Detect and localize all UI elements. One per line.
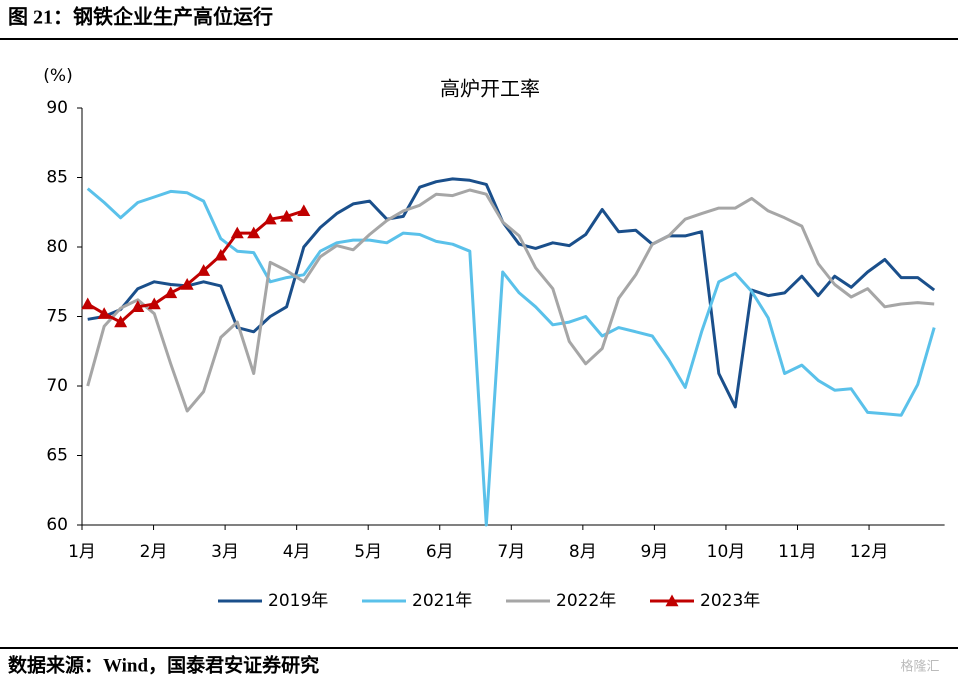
legend-label: 2021年 bbox=[412, 591, 472, 611]
x-tick-label: 8月 bbox=[569, 542, 597, 562]
x-tick-label: 1月 bbox=[68, 542, 96, 562]
point-marker bbox=[297, 204, 311, 217]
series-line bbox=[87, 177, 936, 409]
point-marker bbox=[114, 315, 128, 328]
y-tick-label: 85 bbox=[46, 168, 68, 188]
x-tick-label: 11月 bbox=[778, 542, 817, 562]
y-tick-label: 65 bbox=[46, 446, 68, 466]
legend-label: 2023年 bbox=[700, 591, 760, 611]
y-axis-label: (%) bbox=[43, 66, 72, 86]
point-marker bbox=[230, 226, 244, 239]
point-marker bbox=[97, 307, 111, 319]
point-marker bbox=[263, 212, 277, 225]
x-tick-label: 7月 bbox=[497, 542, 525, 562]
chart-title: 高炉开工率 bbox=[440, 77, 540, 101]
point-marker bbox=[81, 297, 95, 310]
y-tick-label: 60 bbox=[46, 515, 68, 535]
point-marker bbox=[197, 264, 211, 276]
y-tick-label: 75 bbox=[46, 307, 68, 327]
x-tick-label: 12月 bbox=[850, 542, 889, 562]
legend-marker bbox=[665, 594, 679, 607]
y-tick-label: 80 bbox=[46, 237, 68, 257]
y-tick-label: 90 bbox=[46, 98, 68, 118]
point-marker bbox=[131, 300, 145, 312]
series-line bbox=[86, 209, 305, 324]
x-tick-label: 2月 bbox=[140, 542, 168, 562]
watermark: 格隆汇 bbox=[900, 659, 939, 675]
x-tick-label: 4月 bbox=[283, 542, 311, 562]
x-tick-label: 9月 bbox=[640, 542, 668, 562]
x-tick-label: 6月 bbox=[426, 542, 454, 562]
point-marker bbox=[147, 297, 161, 310]
point-marker bbox=[280, 209, 294, 222]
point-marker bbox=[214, 248, 228, 261]
x-tick-label: 10月 bbox=[707, 542, 746, 562]
point-marker bbox=[180, 278, 194, 290]
x-tick-label: 3月 bbox=[211, 542, 239, 562]
source: 数据来源：Wind，国泰君安证券研究 bbox=[8, 653, 319, 676]
y-tick-label: 70 bbox=[46, 376, 68, 396]
legend-label: 2022年 bbox=[556, 591, 616, 611]
x-tick-label: 5月 bbox=[354, 542, 382, 562]
series-line bbox=[86, 188, 935, 413]
legend-label: 2019年 bbox=[268, 591, 328, 611]
point-marker bbox=[164, 286, 178, 299]
point-marker bbox=[247, 226, 261, 239]
header-title: 图 21：钢铁企业生产高位运行 bbox=[8, 5, 273, 29]
